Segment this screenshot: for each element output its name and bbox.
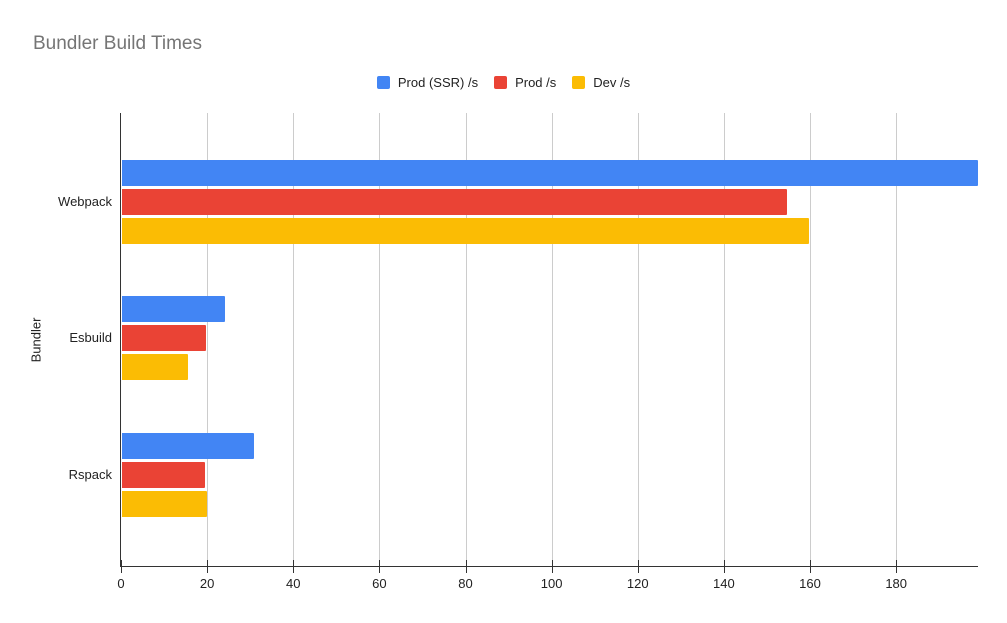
bar-esbuild-prod-ssr-s — [122, 296, 225, 322]
x-axis-tick — [896, 560, 898, 573]
x-tick-label: 120 — [626, 576, 649, 591]
gridline — [723, 113, 725, 566]
x-axis-tick — [551, 560, 553, 573]
x-tick-label: 0 — [117, 576, 125, 591]
bar-webpack-dev-s — [122, 218, 809, 244]
legend-color-swatch-icon — [376, 75, 390, 89]
category-label-esbuild: Esbuild — [69, 330, 112, 345]
bar-webpack-prod-s — [122, 189, 787, 215]
chart-title: Bundler Build Times — [33, 33, 202, 54]
gridline — [293, 113, 295, 566]
legend-item-label: Prod (SSR) /s — [397, 74, 479, 90]
plot-area: 0 20 40 60 80 100 120 140 160 180 — [117, 113, 979, 591]
category-label-rspack: Rspack — [68, 467, 112, 482]
x-tick-label: 40 — [286, 576, 301, 591]
gridline — [637, 113, 639, 566]
x-axis-tick — [465, 560, 467, 573]
x-axis-tick — [379, 560, 381, 573]
gridline — [551, 113, 553, 566]
x-axis-tick — [810, 560, 812, 573]
bar-rspack-prod-ssr-s — [122, 433, 254, 459]
x-tick-label: 180 — [885, 576, 908, 591]
gridline — [379, 113, 381, 566]
x-axis-tick — [121, 560, 122, 573]
legend: Prod (SSR) /s Prod /s Dev /s — [0, 74, 1007, 90]
legend-item-prod-ssr-s: Prod (SSR) /s — [376, 74, 479, 90]
x-tick-label: 160 — [799, 576, 821, 591]
bar-esbuild-dev-s — [122, 354, 188, 380]
gridline — [465, 113, 467, 566]
legend-item-prod-s: Prod /s — [494, 75, 556, 90]
x-axis-tick — [207, 560, 209, 573]
legend-item-dev-s: Dev /s — [572, 75, 630, 90]
legend-color-swatch-icon — [572, 75, 586, 89]
bar-rspack-prod-s — [122, 462, 205, 488]
legend-color-swatch-icon — [494, 75, 508, 89]
bar-rspack-dev-s — [122, 491, 208, 517]
x-axis-tick — [723, 560, 725, 573]
x-tick-label: 60 — [372, 576, 387, 591]
legend-item-label: Prod /s — [515, 74, 557, 90]
gridline — [896, 113, 898, 566]
legend-item-label: Dev /s — [593, 74, 631, 90]
gridline — [810, 113, 812, 566]
x-axis-tick — [637, 560, 639, 573]
x-tick-label: 20 — [199, 576, 215, 591]
category-label-webpack: Webpack — [58, 194, 112, 209]
bar-webpack-prod-ssr-s — [122, 160, 979, 186]
x-tick-label: 100 — [540, 576, 563, 591]
x-tick-label: 80 — [458, 576, 473, 591]
gridline — [207, 113, 209, 566]
x-axis-tick — [293, 560, 295, 573]
bar-esbuild-prod-s — [122, 325, 206, 351]
x-tick-label: 140 — [713, 576, 735, 591]
